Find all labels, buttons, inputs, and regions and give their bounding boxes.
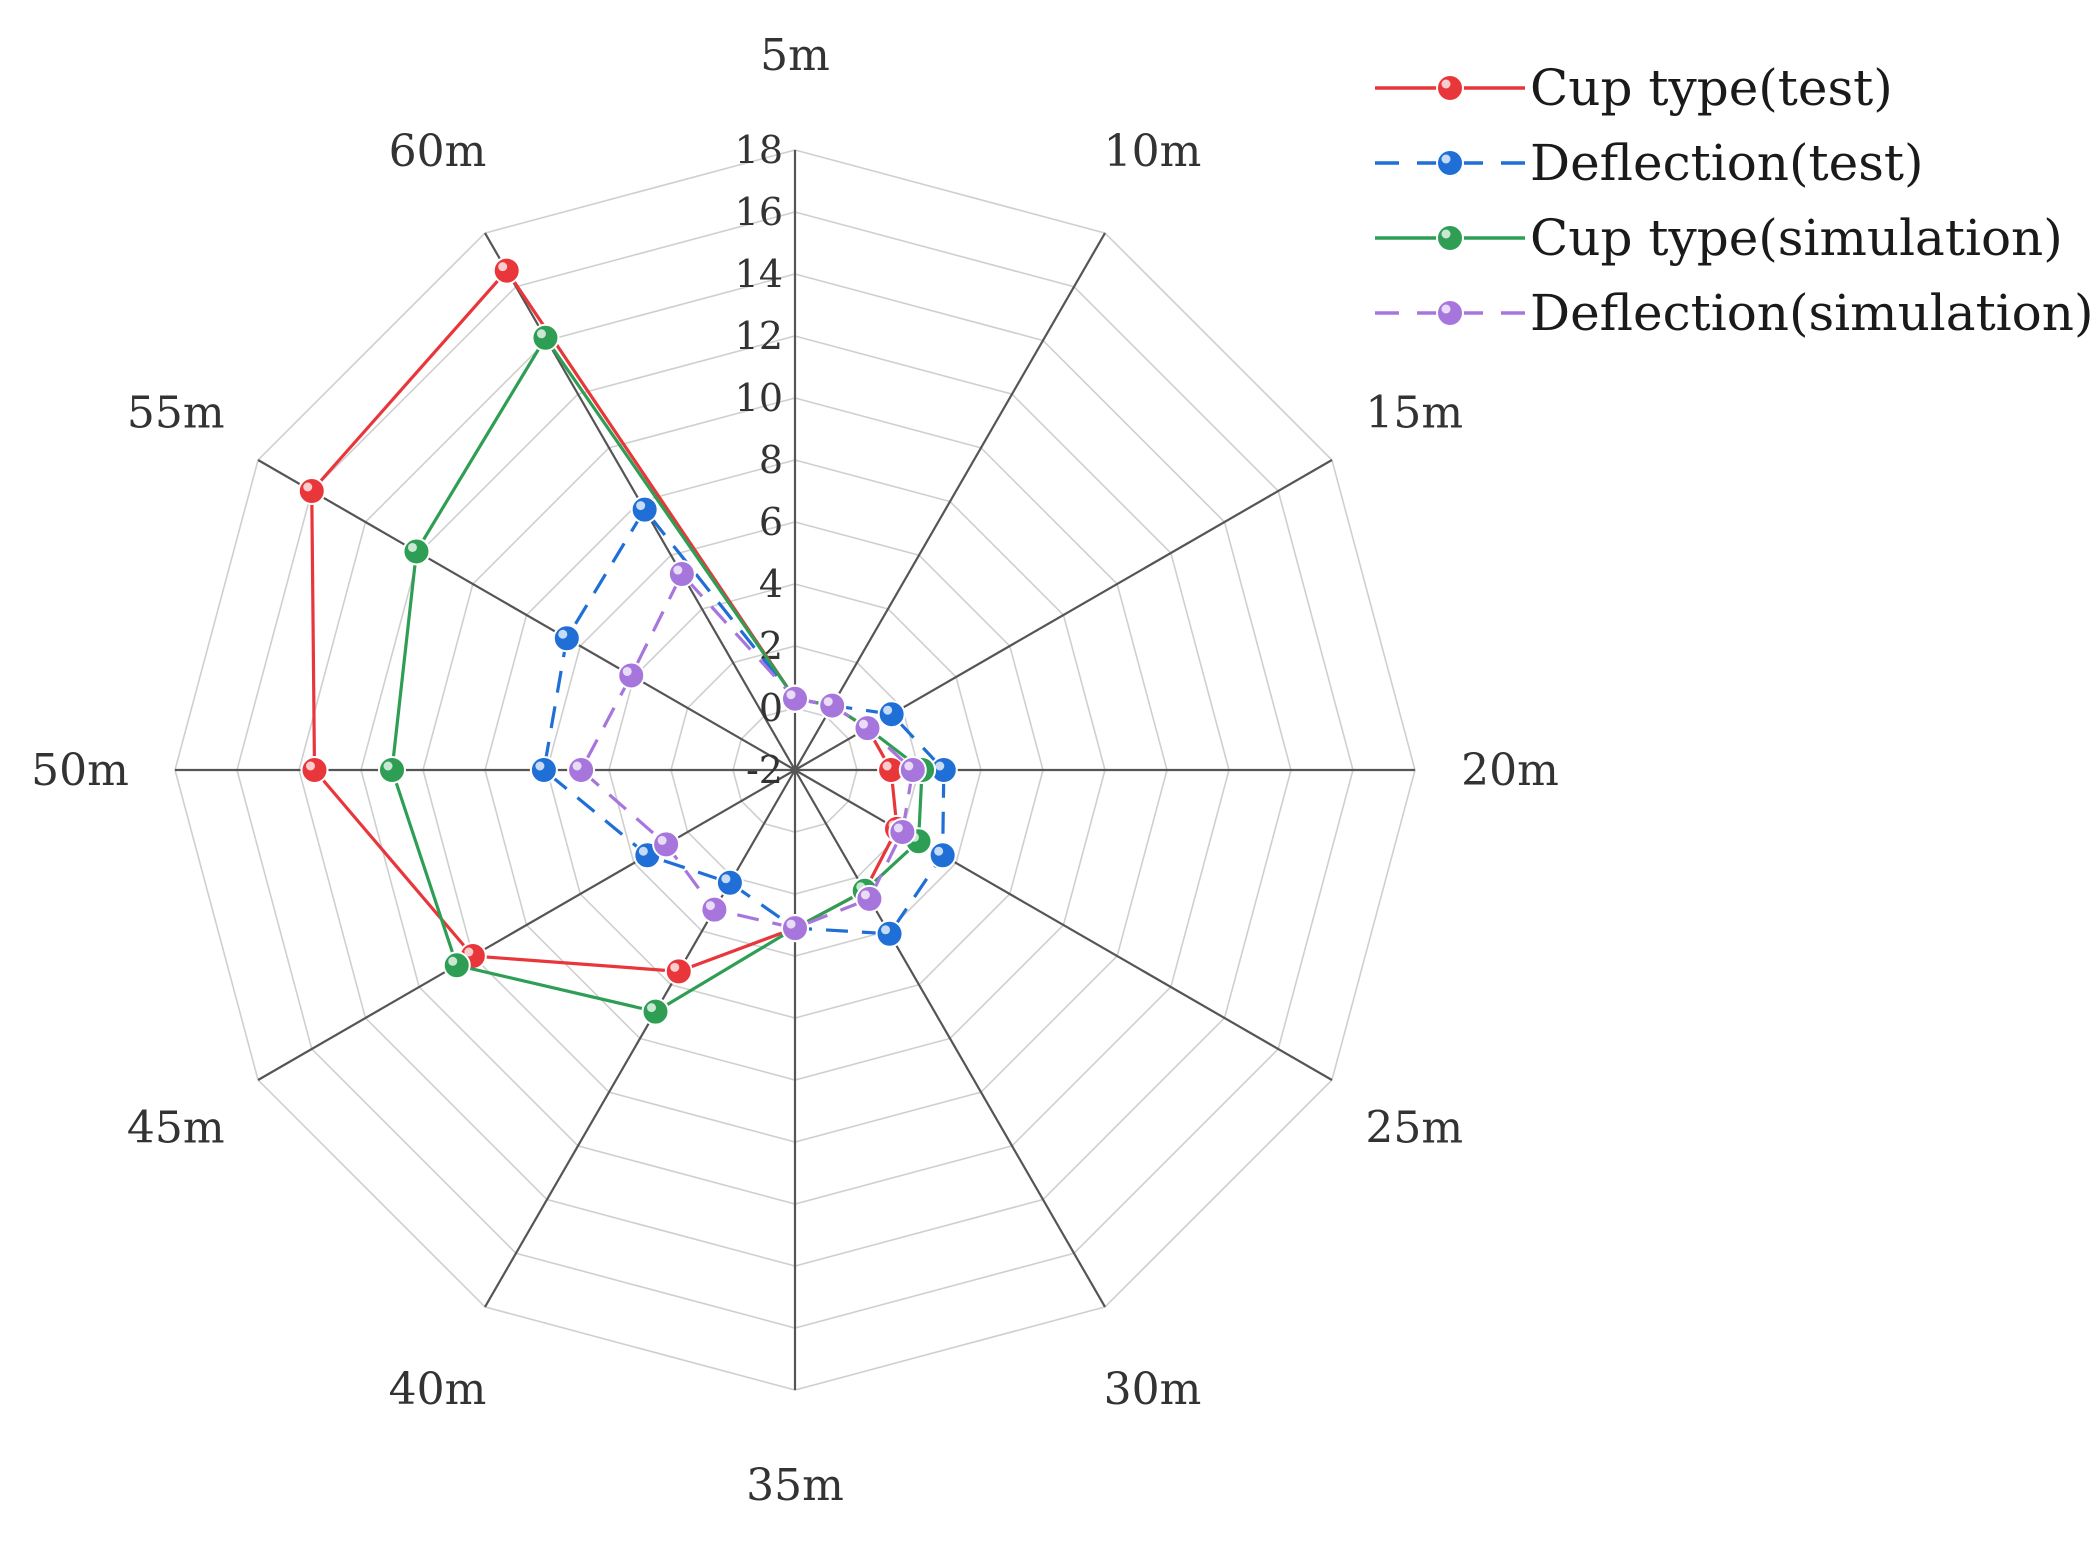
data-point-55m <box>552 624 581 653</box>
data-point-15m <box>853 714 882 743</box>
spoke-30m <box>794 769 1106 1308</box>
data-point-55m <box>297 477 326 505</box>
category-label: 50m <box>31 745 129 796</box>
spoke-55m <box>257 459 796 771</box>
legend-item-2: Cup type(simulation) <box>1375 209 2063 267</box>
category-spokes <box>175 150 1415 1390</box>
spoke-10m <box>794 232 1106 771</box>
data-point-40m <box>664 957 693 986</box>
tick-label: 14 <box>735 252 783 296</box>
data-point-35m <box>781 914 809 943</box>
tick-label: 8 <box>759 438 783 482</box>
data-point-60m <box>630 495 659 524</box>
data-point-20m <box>877 756 906 784</box>
series-layer <box>297 256 958 1026</box>
category-label: 45m <box>127 1103 225 1154</box>
data-point-30m <box>875 919 904 948</box>
data-point-50m <box>567 756 596 784</box>
category-label: 30m <box>1104 1364 1202 1415</box>
spoke-40m <box>484 769 796 1308</box>
category-labels: 5m 10m 15m 20m 25m 30m 35m 40m 45m 50m 55m 60m <box>31 30 1559 1511</box>
data-point-55m <box>617 661 646 690</box>
tick-label: 6 <box>759 500 783 544</box>
tick-label: -2 <box>746 748 783 792</box>
data-point-60m <box>667 560 696 589</box>
legend-marker <box>1436 299 1464 327</box>
legend-item-0: Cup type(test) <box>1375 59 1893 117</box>
series-1 <box>529 495 958 948</box>
data-point-60m <box>492 256 521 285</box>
category-label: 35m <box>746 1460 844 1511</box>
legend-item-3: Deflection(simulation) <box>1375 284 2093 342</box>
data-point-25m <box>928 841 957 870</box>
category-label: 25m <box>1365 1103 1463 1154</box>
data-point-5m <box>781 684 809 713</box>
legend-label: Cup type(simulation) <box>1530 209 2063 267</box>
category-label: 40m <box>389 1364 487 1415</box>
tick-label: 16 <box>735 190 783 234</box>
tick-label: 10 <box>735 376 783 420</box>
spoke-25m <box>794 769 1333 1081</box>
data-point-60m <box>531 323 560 352</box>
data-point-20m <box>898 756 927 784</box>
tick-label: 12 <box>735 314 783 358</box>
data-point-40m <box>641 997 670 1026</box>
tick-label: 4 <box>759 562 783 606</box>
legend-marker <box>1436 224 1464 252</box>
legend-label: Deflection(test) <box>1530 134 1923 192</box>
data-point-40m <box>700 895 729 924</box>
legend-item-1: Deflection(test) <box>1375 134 1923 192</box>
category-label: 60m <box>389 126 487 177</box>
category-label: 55m <box>127 388 225 439</box>
tick-label: 0 <box>759 686 783 730</box>
data-point-50m <box>300 756 329 784</box>
tick-label: 18 <box>735 128 783 172</box>
legend-label: Deflection(simulation) <box>1530 284 2093 342</box>
legend-label: Cup type(test) <box>1530 59 1893 117</box>
data-point-30m <box>855 884 884 913</box>
spoke-45m <box>257 769 796 1081</box>
data-point-25m <box>888 818 917 846</box>
data-point-45m <box>652 830 681 859</box>
data-point-45m <box>442 951 471 980</box>
data-point-50m <box>529 756 558 784</box>
category-label: 15m <box>1365 388 1463 439</box>
data-point-50m <box>378 756 406 784</box>
data-point-40m <box>715 868 744 897</box>
series-3 <box>567 560 927 943</box>
category-label: 20m <box>1461 745 1559 796</box>
data-point-15m <box>877 700 906 729</box>
legend: Cup type(test) Deflection(test) Cup type(s… <box>1375 59 2093 342</box>
legend-marker <box>1436 149 1464 177</box>
data-point-55m <box>402 537 431 566</box>
data-point-10m <box>818 691 847 720</box>
category-label: 10m <box>1104 126 1202 177</box>
legend-marker <box>1436 74 1464 102</box>
category-label: 5m <box>760 30 830 81</box>
